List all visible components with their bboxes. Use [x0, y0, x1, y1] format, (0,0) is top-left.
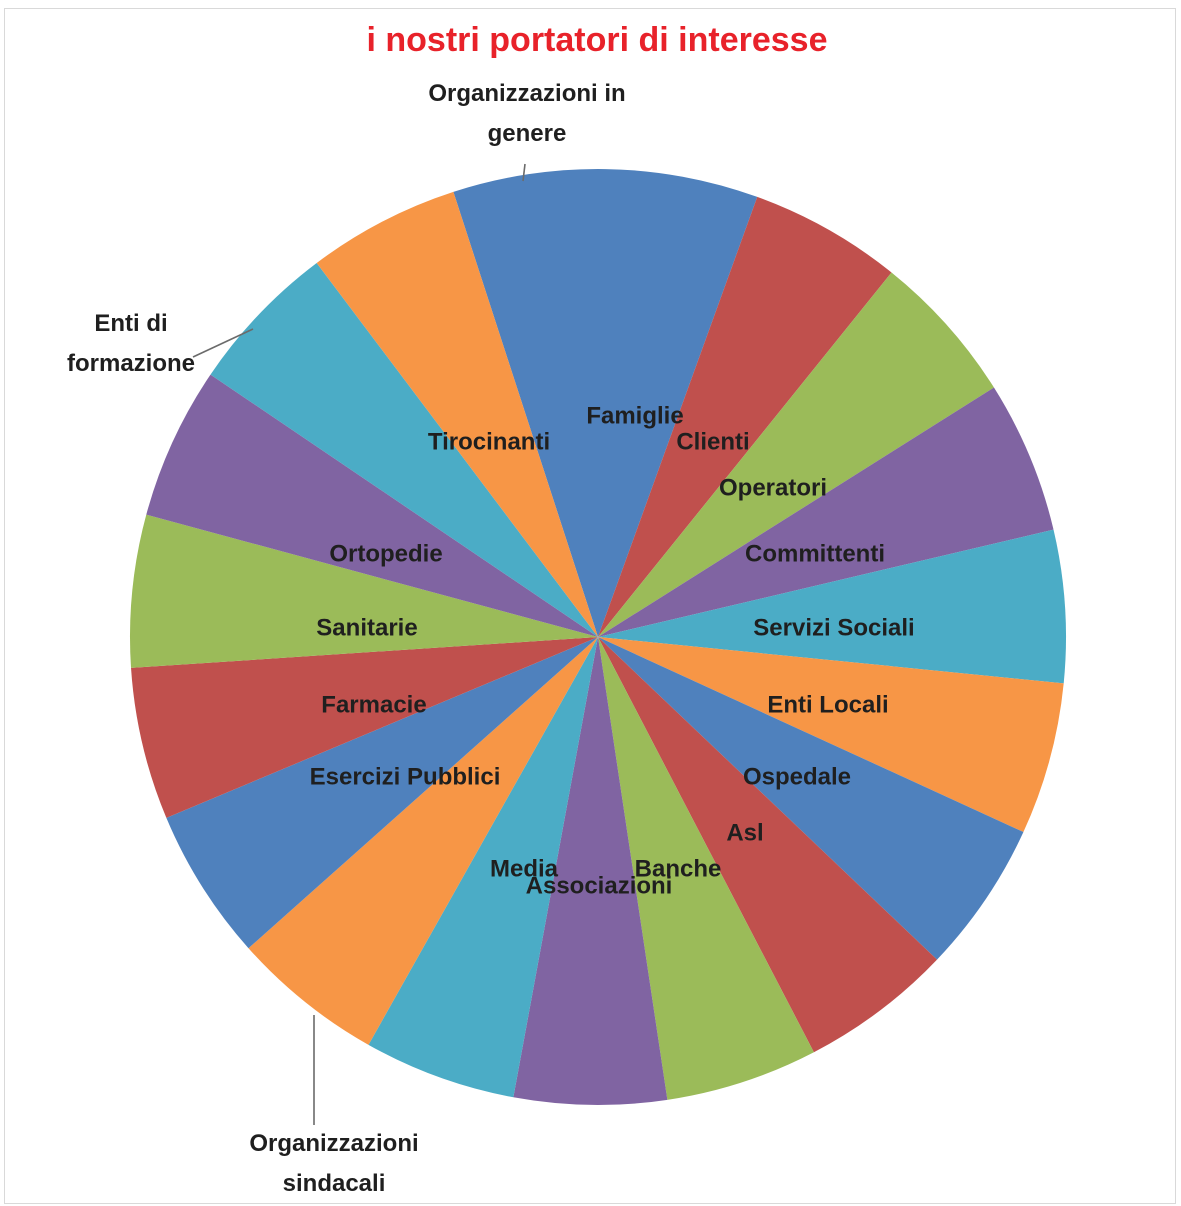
slice-label-farmacie: Farmacie	[321, 691, 426, 718]
pie-slice-associazioni	[513, 637, 668, 1106]
slice-label-associazioni: Associazioni	[526, 872, 673, 899]
slice-label-operatori: Operatori	[719, 474, 827, 501]
outside-label-line: genere	[488, 120, 567, 147]
chart-frame: i nostri portatori di interesse Famiglie…	[4, 8, 1176, 1204]
leader-line-organizzazioni-in-genere	[522, 163, 526, 182]
pie-slice-esercizi-pubblici	[166, 637, 598, 949]
pie-slice-sanitarie	[129, 514, 598, 668]
outside-label-organizzazioni-in-genere: Organizzazioni in genere	[428, 80, 625, 147]
pie-slice-clienti	[598, 196, 892, 637]
slice-label-tirocinanti: Tirocinanti	[428, 428, 550, 455]
outside-label-line: Enti di	[94, 310, 167, 337]
slice-label-famiglie: Famiglie	[586, 402, 683, 429]
leader-lines	[192, 163, 526, 1125]
slice-label-banche: Banche	[635, 855, 722, 882]
pie-chart: i nostri portatori di interesse Famiglie…	[67, 21, 1067, 1197]
pie-slice-organizzazioni-sindacali	[248, 637, 599, 1045]
pie-slice-famiglie	[453, 169, 758, 637]
slice-label-sanitarie: Sanitarie	[316, 614, 417, 641]
pie-slice-enti-locali	[598, 637, 1064, 833]
outside-label-organizzazioni-sindacali: Organizzazioni sindacali	[249, 1130, 418, 1197]
slice-label-clienti: Clienti	[676, 428, 749, 455]
slice-label-enti-locali: Enti Locali	[767, 691, 888, 718]
pie-slice-servizi-sociali	[598, 529, 1067, 684]
pie-slice-ospedale	[598, 637, 1024, 960]
outside-label-line: Organizzazioni	[249, 1130, 418, 1157]
pie-slice-farmacie	[131, 637, 598, 818]
leader-line-enti-di-formazione	[192, 328, 254, 358]
slice-label-ospedale: Ospedale	[743, 763, 851, 790]
slice-label-media: Media	[490, 855, 559, 882]
pie-slices	[129, 169, 1067, 1106]
chart-title: i nostri portatori di interesse	[367, 21, 828, 59]
slice-label-servizi-sociali: Servizi Sociali	[753, 614, 914, 641]
outside-label-line: sindacali	[283, 1170, 386, 1197]
pie-slice-enti-di-formazione	[210, 262, 599, 637]
pie-slice-banche	[598, 637, 814, 1100]
pie-slice-operatori	[598, 272, 994, 637]
outside-label-line: Organizzazioni in	[428, 80, 625, 107]
slice-label-asl: Asl	[726, 819, 763, 846]
pie-slice-tirocinanti	[316, 191, 598, 637]
slice-label-committenti: Committenti	[745, 540, 885, 567]
pie-slice-asl	[598, 637, 938, 1053]
pie-slice-ortopedie	[146, 374, 598, 637]
outside-label-enti-di-formazione: Enti di formazione	[67, 310, 195, 377]
slice-label-esercizi-pubblici: Esercizi Pubblici	[310, 763, 501, 790]
pie-slice-media	[368, 637, 598, 1098]
slice-label-ortopedie: Ortopedie	[329, 540, 442, 567]
pie-slice-committenti	[598, 387, 1054, 637]
outside-label-line: formazione	[67, 350, 195, 377]
